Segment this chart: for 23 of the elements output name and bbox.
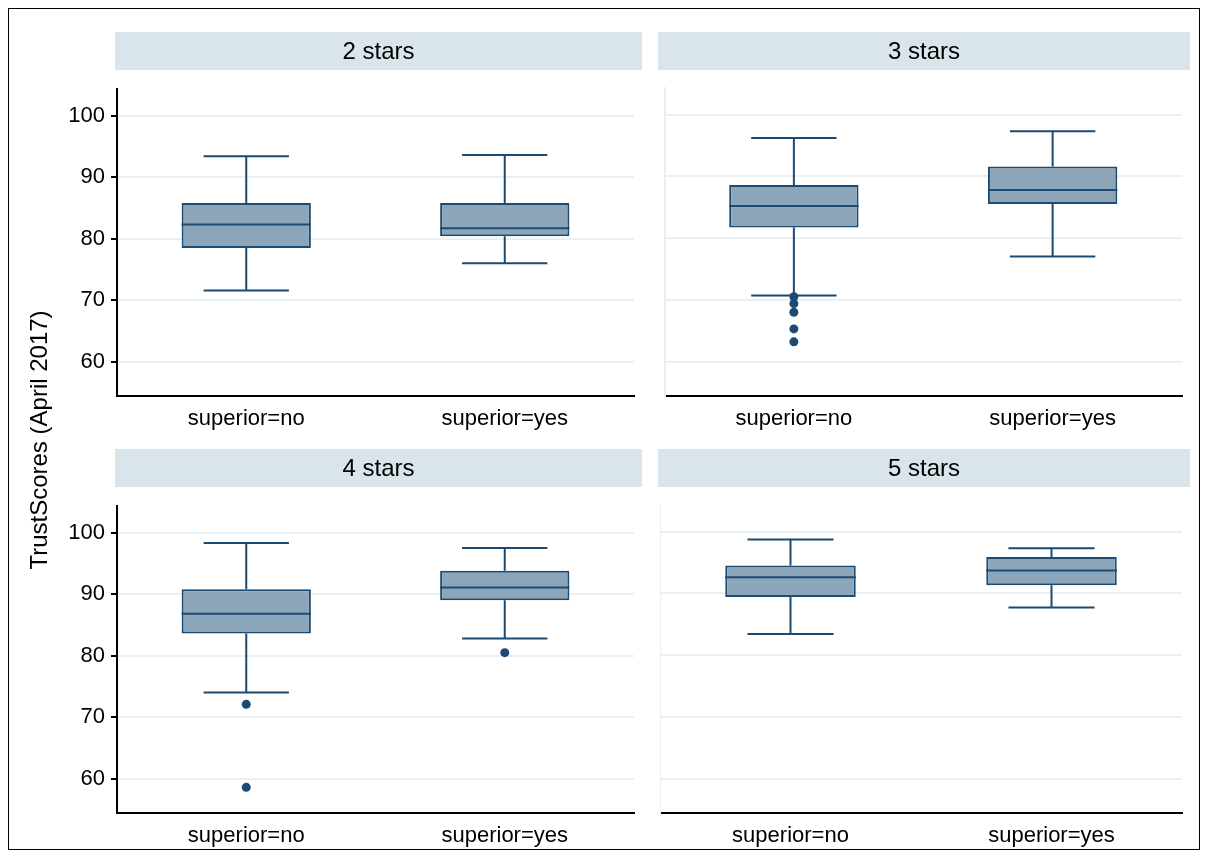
x-tick-label: superior=yes <box>988 821 1115 847</box>
y-tick-label: 70 <box>80 703 105 729</box>
x-tick-label: superior=yes <box>989 404 1116 430</box>
chart-title: 2 stars <box>115 32 642 70</box>
y-tick-label: 70 <box>80 286 105 312</box>
chart-title: 4 stars <box>115 449 642 487</box>
x-tick-label: superior=no <box>732 821 849 847</box>
y-tick-label: 60 <box>80 347 105 373</box>
x-tick-label: superior=no <box>735 404 853 430</box>
y-tick-label: 80 <box>80 641 105 667</box>
chart-title: 3 stars <box>658 32 1190 70</box>
y-tick-label: 80 <box>80 224 105 250</box>
y-tick-label: 90 <box>80 580 105 606</box>
y-axis-title: TrustScores (April 2017) <box>24 310 53 570</box>
y-tick-label: 60 <box>80 764 105 790</box>
chart-title: 5 stars <box>658 449 1190 487</box>
x-tick-label: superior=yes <box>441 821 569 847</box>
x-tick-label: superior=no <box>187 404 305 430</box>
x-tick-label: superior=no <box>187 821 305 847</box>
x-tick-label: superior=yes <box>441 404 569 430</box>
y-tick-label: 90 <box>80 163 105 189</box>
y-tick-label: 100 <box>68 101 105 127</box>
y-tick-label: 100 <box>68 518 105 544</box>
